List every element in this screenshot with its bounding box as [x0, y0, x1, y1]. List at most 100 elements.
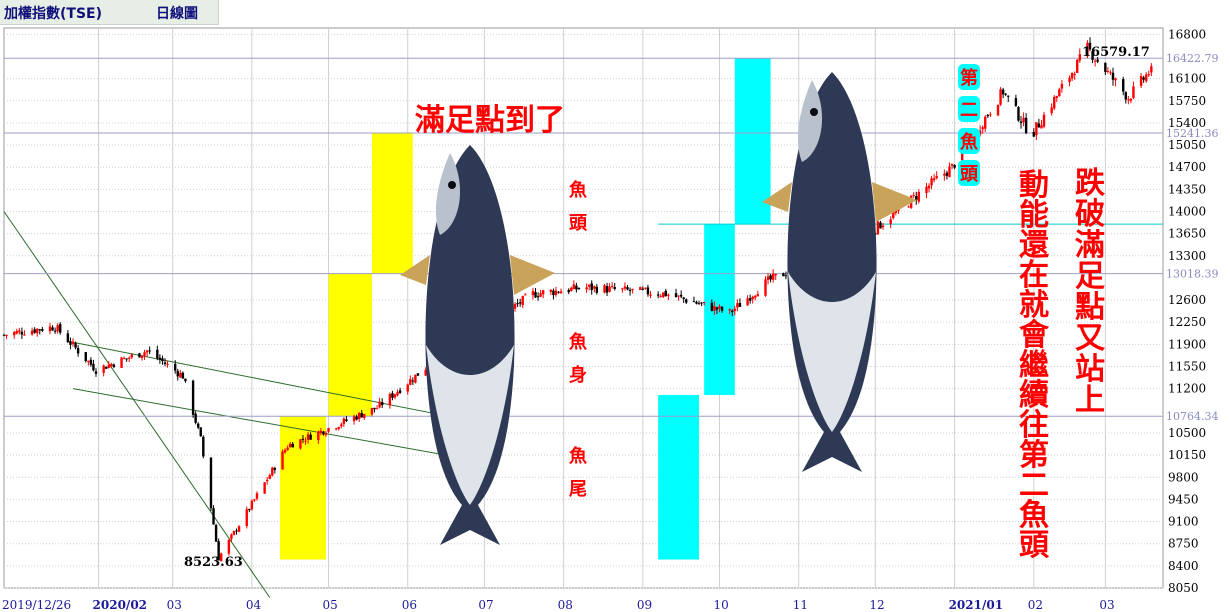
candle-body — [13, 332, 16, 336]
candle-body — [299, 439, 302, 449]
candle-body — [552, 290, 555, 296]
candle-body — [41, 329, 44, 331]
candle-body — [593, 286, 596, 289]
candle-body — [424, 369, 427, 376]
y-tick-label: 14000 — [1168, 205, 1206, 219]
candle-body — [756, 294, 760, 297]
candle-body — [255, 493, 259, 499]
candle-body — [253, 499, 256, 501]
title-tab[interactable]: 加權指數(TSE) 日線圖 — [0, 0, 219, 25]
candle-body — [521, 296, 524, 306]
second-head-badge — [958, 96, 980, 122]
candle-body — [728, 309, 731, 311]
candle-body — [265, 479, 269, 482]
candle-body — [105, 366, 108, 369]
candle-body — [961, 146, 964, 168]
candle-body — [677, 295, 680, 297]
y-tick-label: 16100 — [1168, 72, 1206, 86]
fish-body-annotation-char: 魚 — [569, 331, 587, 353]
fish-head — [435, 153, 461, 235]
fish-belly — [426, 345, 514, 505]
candle-body — [1104, 62, 1107, 72]
candle-body — [373, 407, 376, 410]
y-tick-label: 15750 — [1168, 94, 1206, 108]
broke-recovered-annotation-char: 破 — [1075, 197, 1105, 232]
candle-body — [1129, 98, 1133, 101]
candle-body — [534, 291, 537, 298]
second-head-char: 魚 — [960, 131, 978, 153]
momentum-annotation-char: 第 — [1019, 438, 1049, 473]
candle-body — [74, 343, 77, 348]
yellow-box-2 — [328, 273, 372, 417]
x-tick-label: 2020/02 — [93, 598, 147, 612]
candle-body — [250, 500, 254, 510]
candle-body — [214, 525, 218, 542]
candle-body — [191, 380, 195, 415]
candle-body — [524, 294, 527, 296]
x-tick-label: 12 — [869, 598, 884, 612]
fish-fin-left — [762, 182, 792, 212]
fish-tail-annotation-char: 魚 — [569, 445, 587, 467]
candle-body — [1007, 95, 1010, 97]
candle-body — [986, 115, 989, 117]
candle-body — [692, 301, 696, 303]
candle-body — [999, 89, 1002, 105]
broke-recovered-annotation-char: 站 — [1075, 352, 1105, 387]
candle-body — [513, 303, 517, 309]
candle-body — [748, 298, 752, 301]
candle-body — [304, 440, 307, 442]
plot-frame — [3, 27, 1164, 589]
momentum-annotation-char: 魚 — [1019, 498, 1049, 533]
candle-body — [291, 443, 294, 448]
candle-body — [570, 287, 573, 291]
candle-body — [1106, 70, 1110, 72]
candle-body — [948, 166, 951, 178]
y-tick-label: 15400 — [1168, 116, 1206, 130]
y-tick-label: 9100 — [1168, 515, 1199, 529]
fish-tail-annotation-char: 尾 — [569, 479, 587, 500]
candle-body — [414, 374, 417, 383]
candle-body — [697, 303, 701, 305]
x-tick-label: 11 — [793, 598, 808, 612]
candle-body — [718, 306, 721, 309]
candle-body — [396, 391, 399, 396]
cyan-box-3 — [734, 58, 771, 225]
fish-head-annotation-char: 魚 — [569, 179, 587, 201]
fish-illustrations — [400, 72, 917, 545]
candle-body — [161, 358, 164, 362]
candle-body — [664, 290, 668, 296]
candle-body — [53, 330, 57, 332]
candle-body — [557, 291, 560, 293]
candle-body — [738, 303, 742, 307]
candle-body — [360, 413, 363, 418]
candle-body — [1022, 117, 1025, 123]
candle-body — [659, 295, 662, 297]
fish-fin-left — [400, 255, 430, 285]
candle-body — [286, 447, 289, 451]
candle-body — [33, 329, 36, 333]
candle-body — [628, 289, 632, 292]
candle-body — [518, 302, 522, 304]
trend-line-down — [3, 211, 271, 598]
yellow-box-3 — [371, 132, 413, 274]
high-label: 16579.17 — [1082, 45, 1150, 60]
second-head-char: 二 — [960, 100, 978, 121]
candle-body — [1086, 42, 1089, 57]
candle-body — [608, 286, 611, 292]
candle-body — [771, 273, 775, 280]
candle-body — [682, 297, 685, 299]
fish-2 — [762, 72, 917, 472]
x-tick-label: 06 — [402, 598, 417, 612]
candle-body — [766, 276, 770, 280]
candle-body — [932, 178, 936, 181]
candle-body — [388, 394, 392, 406]
candle-body — [1139, 75, 1143, 86]
candle-body — [271, 467, 274, 476]
y-tick-label: 16800 — [1168, 27, 1206, 41]
candle-body — [710, 302, 714, 311]
candle-body — [232, 531, 236, 535]
candle-body — [36, 328, 39, 334]
x-tick-label: 03 — [1099, 598, 1114, 612]
candle-body — [695, 301, 698, 304]
candle-body — [656, 294, 660, 296]
